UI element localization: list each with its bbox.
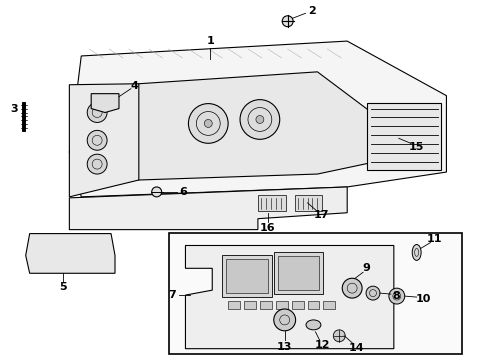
Text: 12: 12	[314, 340, 329, 350]
Circle shape	[388, 288, 404, 304]
Circle shape	[87, 154, 107, 174]
Text: 4: 4	[131, 81, 139, 91]
Circle shape	[333, 330, 345, 342]
Bar	[168, 233, 461, 354]
Polygon shape	[185, 246, 393, 349]
Text: 7: 7	[168, 290, 176, 300]
Polygon shape	[91, 94, 119, 113]
Bar	[257, 195, 285, 211]
Polygon shape	[26, 234, 115, 273]
Bar	[323, 301, 335, 309]
Text: 17: 17	[313, 210, 328, 220]
Bar	[275, 301, 287, 309]
Polygon shape	[69, 84, 139, 197]
Circle shape	[188, 104, 228, 143]
Circle shape	[87, 103, 107, 122]
Circle shape	[282, 16, 292, 27]
Text: 13: 13	[276, 342, 292, 352]
Ellipse shape	[411, 244, 420, 260]
Bar	[294, 195, 322, 211]
Bar	[259, 301, 271, 309]
Bar	[244, 301, 255, 309]
Polygon shape	[69, 41, 446, 197]
Bar	[273, 252, 323, 294]
Text: 2: 2	[308, 6, 316, 16]
Ellipse shape	[305, 320, 320, 330]
Text: 10: 10	[415, 294, 430, 304]
Text: 16: 16	[260, 222, 275, 233]
Circle shape	[255, 116, 264, 123]
Text: 8: 8	[391, 291, 399, 301]
Circle shape	[87, 130, 107, 150]
Bar	[228, 301, 240, 309]
Text: 14: 14	[347, 343, 363, 353]
Bar	[307, 301, 319, 309]
Polygon shape	[105, 72, 368, 180]
Text: 6: 6	[179, 187, 187, 197]
Circle shape	[366, 286, 379, 300]
Text: 5: 5	[60, 282, 67, 292]
Circle shape	[240, 100, 279, 139]
Text: 15: 15	[408, 142, 424, 152]
Circle shape	[204, 120, 212, 127]
Bar	[366, 103, 441, 170]
Text: 9: 9	[362, 263, 369, 273]
Bar	[225, 260, 267, 293]
Bar	[222, 255, 271, 297]
Circle shape	[273, 309, 295, 331]
Text: 11: 11	[426, 234, 441, 244]
Bar	[291, 301, 303, 309]
Text: 1: 1	[206, 36, 214, 46]
Bar	[277, 256, 319, 290]
Circle shape	[342, 278, 361, 298]
Circle shape	[151, 187, 162, 197]
Polygon shape	[69, 187, 346, 230]
Text: 3: 3	[10, 104, 18, 113]
